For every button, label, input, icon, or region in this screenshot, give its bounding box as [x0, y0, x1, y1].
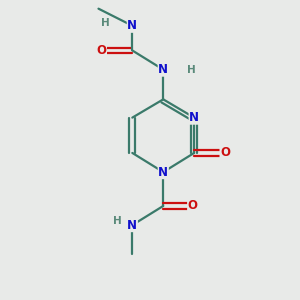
- Text: H: H: [101, 18, 110, 28]
- Text: N: N: [158, 63, 168, 76]
- Text: O: O: [220, 146, 230, 159]
- Text: O: O: [96, 44, 106, 57]
- Text: O: O: [188, 200, 198, 212]
- Text: N: N: [127, 219, 137, 232]
- Text: N: N: [158, 166, 168, 178]
- Text: H: H: [113, 216, 122, 226]
- Text: N: N: [189, 111, 199, 124]
- Text: N: N: [127, 19, 137, 32]
- Text: H: H: [187, 64, 196, 75]
